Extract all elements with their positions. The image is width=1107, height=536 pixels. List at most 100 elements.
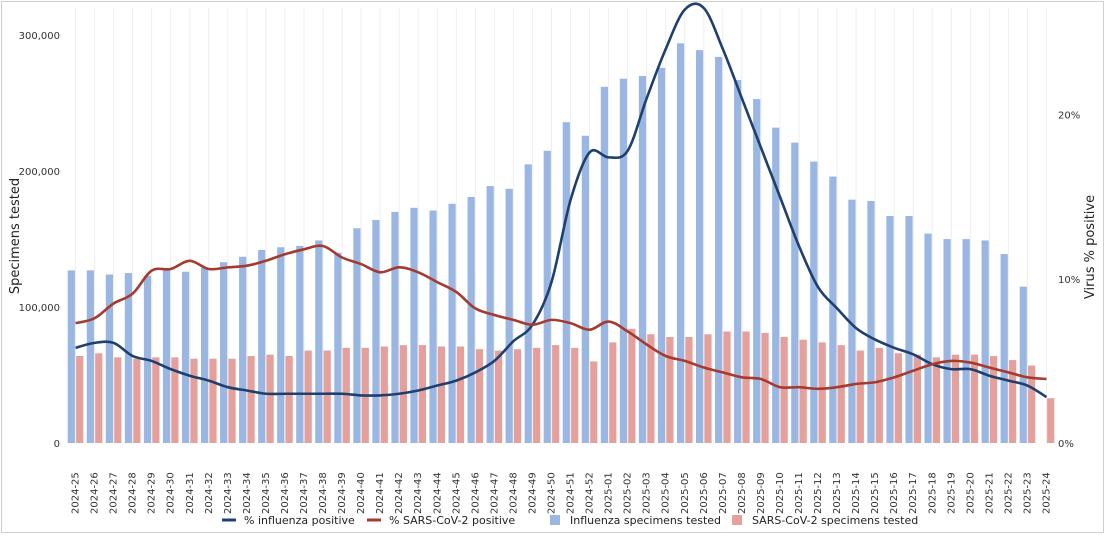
x-tick-label: 2025-23: [1022, 472, 1033, 514]
x-tick-label: 2024-52: [585, 472, 596, 514]
sars-cov-2-specimens-bar: [228, 358, 236, 443]
sars-cov-2-specimens-bar: [1028, 365, 1036, 443]
x-tick-label: 2025-14: [851, 472, 862, 514]
x-tick-label: 2025-11: [794, 472, 805, 514]
influenza-specimens-bar: [524, 164, 532, 443]
x-tick-label: 2024-31: [185, 472, 196, 514]
legend-influenza-positive: % influenza positive: [222, 514, 355, 527]
y-left-tick-label: 300,000: [19, 31, 60, 42]
x-tick-label: 2025-19: [946, 472, 957, 514]
legend-label: Influenza specimens tested: [570, 514, 721, 527]
x-tick-label: 2024-30: [166, 472, 177, 514]
x-tick-label: 2025-18: [927, 472, 938, 514]
influenza-specimens-bar: [600, 86, 608, 443]
x-tick-label: 2025-20: [965, 472, 976, 514]
grid-lines: [75, 8, 1047, 443]
axes: 0 100,000 200,000 300,000 0% 10% 20% 2024-25 202…: [19, 31, 1081, 514]
influenza-specimens-bar: [1019, 286, 1027, 443]
influenza-specimens-bar: [905, 215, 913, 443]
influenza-specimens-bar: [791, 142, 799, 443]
sars-cov-2-specimens-bar: [647, 334, 655, 443]
sars-cov-2-specimens-bar: [894, 353, 902, 443]
influenza-specimens-bar: [657, 67, 666, 443]
x-tick-label: 2025-02: [623, 472, 634, 514]
sars-cov-2-specimens-bar: [1009, 360, 1017, 443]
influenza-specimens-bar: [772, 127, 780, 443]
x-tick-label: 2024-27: [109, 472, 120, 514]
x-tick-label: 2025-06: [699, 472, 710, 514]
influenza-specimens-bar: [334, 252, 342, 443]
influenza-specimens-bar: [296, 245, 304, 443]
y-left-axis-title: Specimens tested: [8, 178, 23, 294]
x-tick-label: 2024-37: [299, 472, 310, 514]
sars-cov-2-specimens-bar: [533, 347, 541, 443]
sars-cov-2-specimens-bar: [590, 361, 598, 443]
influenza-specimens-bar: [848, 199, 856, 443]
influenza-specimens-bar: [581, 135, 589, 443]
sars-cov-2-specimens-bar: [133, 358, 141, 443]
bar-series: [67, 43, 1055, 443]
x-tick-label: 2025-09: [756, 472, 767, 514]
sars-cov-2-specimens-bar: [609, 342, 617, 443]
x-tick-label: 2024-29: [147, 472, 158, 514]
sars-cov-2-specimens-bar: [666, 336, 674, 443]
influenza-specimens-bar: [981, 240, 989, 443]
influenza-specimens-bar: [67, 270, 75, 443]
sars-cov-2-specimens-bar: [628, 328, 636, 443]
sars-cov-2-specimens-bar: [171, 357, 179, 443]
x-tick-label: 2025-07: [718, 472, 729, 514]
sars-cov-2-specimens-bar: [285, 356, 293, 443]
sars-cov-2-specimens-bar: [875, 347, 883, 443]
x-tick-label: 2025-21: [984, 472, 995, 514]
influenza-specimens-bar: [619, 78, 628, 443]
x-tick-label: 2024-38: [318, 472, 329, 514]
x-tick-label: 2024-25: [71, 472, 82, 514]
x-tick-label: 2024-41: [375, 472, 386, 514]
influenza-specimens-bar: [410, 207, 418, 443]
x-tick-label: 2024-51: [566, 472, 577, 514]
y-right-tick-label: 20%: [1058, 111, 1080, 122]
x-tick-label: 2024-49: [527, 472, 538, 514]
legend-label: SARS-CoV-2 specimens tested: [752, 514, 918, 527]
sars-cov-2-specimens-bar: [76, 356, 84, 443]
sars-cov-2-specimens-bar: [742, 331, 750, 443]
influenza-specimens-bar: [810, 161, 818, 443]
legend-sars-cov-2-positive: % SARS-CoV-2 positive: [367, 514, 515, 527]
sars-cov-2-specimens-bar: [837, 345, 845, 443]
legend-swatch: [732, 515, 742, 525]
influenza-specimens-bar: [429, 210, 437, 443]
influenza-specimens-bar: [86, 270, 94, 443]
x-tick-label: 2024-33: [223, 472, 234, 514]
sars-cov-2-specimens-bar: [247, 356, 255, 443]
x-tick-label: 2025-13: [832, 472, 843, 514]
y-left-tick-label: 200,000: [19, 167, 60, 178]
legend-influenza-specimens: Influenza specimens tested: [550, 514, 721, 527]
x-tick-label: 2024-43: [413, 472, 424, 514]
sars-cov-2-specimens-bar: [723, 331, 731, 443]
x-tick-label: 2024-28: [128, 472, 139, 514]
sars-cov-2-specimens-bar: [856, 350, 864, 443]
sars-cov-2-specimens-bar: [799, 339, 807, 443]
influenza-specimens-bar: [105, 274, 113, 443]
sars-cov-2-specimens-bar: [571, 347, 579, 443]
x-tick-label: 2025-17: [908, 472, 919, 514]
sars-cov-2-specimens-bar: [152, 357, 160, 443]
influenza-positive-line: [75, 2, 1048, 399]
x-tick-label: 2025-12: [813, 472, 824, 514]
sars-cov-2-specimens-bar: [761, 332, 769, 443]
line-series: [75, 2, 1048, 399]
sars-cov-2-specimens-bar: [437, 346, 446, 443]
x-tick-label: 2024-46: [470, 472, 481, 514]
x-tick-label: 2024-45: [451, 472, 462, 514]
legend-label: % SARS-CoV-2 positive: [389, 514, 515, 527]
x-tick-label: 2024-35: [261, 472, 272, 514]
influenza-specimens-bar: [467, 196, 475, 443]
sars-cov-2-specimens-bar: [704, 334, 712, 443]
sars-cov-2-specimens-bar: [913, 354, 922, 443]
sars-cov-2-specimens-bar: [989, 356, 998, 443]
influenza-specimens-bar: [734, 80, 742, 443]
influenza-specimens-bar: [886, 215, 894, 443]
x-tick-label: 2025-15: [870, 472, 881, 514]
x-tick-label: 2024-50: [546, 472, 557, 514]
x-tick-label: 2024-40: [356, 472, 367, 514]
